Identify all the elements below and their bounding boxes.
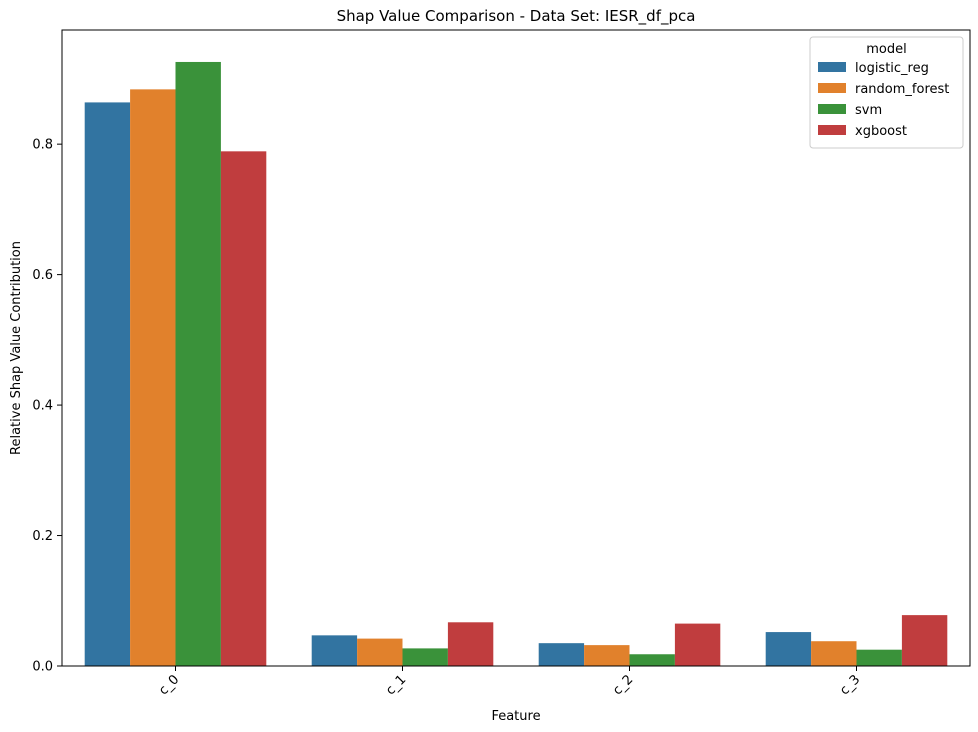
bars-group [84, 61, 948, 667]
legend-label-svm: svm [855, 103, 882, 118]
legend-box [809, 36, 964, 149]
x-tick-label-c_1: c_1 [383, 672, 409, 698]
bar-svm-c_1 [402, 648, 448, 666]
plot-area [61, 29, 971, 667]
bar-svm-c_2 [629, 654, 675, 666]
x-tick-label-c_3: c_3 [837, 672, 863, 698]
bar-svm-c_0 [175, 61, 221, 667]
legend-swatch-svm [818, 104, 846, 114]
x-axis: c_0 c_1 c_2 c_3 [156, 666, 863, 698]
bar-xgboost-c_1 [447, 622, 494, 666]
bar-random_forest-c_3 [811, 641, 857, 666]
y-tick-label: 0.2 [32, 529, 53, 544]
y-axis-label: Relative Shap Value Contribution [9, 241, 24, 455]
legend-label-random_forest: random_forest [855, 82, 949, 97]
y-tick-label: 0.0 [32, 660, 53, 675]
bar-xgboost-c_0 [220, 151, 267, 666]
x-axis-label: Feature [491, 709, 540, 724]
bar-random_forest-c_0 [130, 89, 176, 667]
bar-xgboost-c_3 [901, 615, 948, 666]
bar-svm-c_3 [856, 649, 902, 666]
chart-title: Shap Value Comparison - Data Set: IESR_d… [337, 7, 696, 26]
x-tick-label-c_0: c_0 [156, 672, 182, 698]
y-tick-label: 0.8 [32, 138, 53, 153]
legend-label-xgboost: xgboost [855, 124, 907, 139]
x-tick-label-c_2: c_2 [610, 672, 636, 698]
bar-logistic_reg-c_3 [765, 632, 812, 666]
legend-label-logistic_reg: logistic_reg [855, 61, 929, 76]
legend-swatch-random_forest [818, 83, 846, 93]
legend-title: model [866, 42, 906, 57]
bar-xgboost-c_2 [674, 623, 721, 666]
y-axis: 0.0 0.2 0.4 0.6 0.8 [32, 138, 62, 675]
bar-logistic_reg-c_2 [538, 643, 585, 666]
legend-swatch-xgboost [818, 125, 846, 135]
legend-swatch-logistic_reg [818, 62, 846, 72]
axes-frame [61, 29, 971, 667]
y-tick-label: 0.6 [32, 268, 53, 283]
y-tick-label: 0.4 [32, 399, 53, 414]
bar-logistic_reg-c_1 [311, 635, 358, 666]
bar-random_forest-c_1 [357, 638, 403, 666]
bar-logistic_reg-c_0 [84, 102, 131, 667]
bar-random_forest-c_2 [584, 645, 630, 666]
